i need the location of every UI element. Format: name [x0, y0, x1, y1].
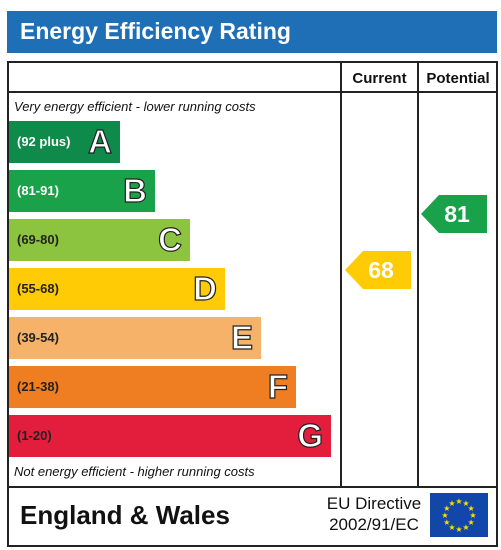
- band-letter: C: [158, 220, 183, 258]
- band-e: (39-54) E: [9, 317, 261, 359]
- band-range: (92 plus): [17, 134, 71, 149]
- eu-flag-icon: ★ ★ ★ ★ ★ ★ ★ ★ ★ ★ ★ ★: [430, 493, 488, 537]
- band-range: (55-68): [17, 281, 59, 296]
- band-g: (1-20) G: [9, 415, 331, 457]
- band-f: (21-38) F: [9, 366, 296, 408]
- potential-rating-arrow: 81: [421, 195, 487, 233]
- potential-rating-value: 81: [444, 201, 470, 227]
- footer-divider: [7, 486, 498, 488]
- current-arrow-shape: [345, 251, 411, 289]
- band-range: (21-38): [17, 379, 59, 394]
- band-letter: E: [230, 318, 253, 356]
- potential-column-header: Potential: [426, 70, 490, 87]
- directive-line-1: EU Directive: [326, 494, 422, 513]
- region-label: England & Wales: [20, 500, 230, 530]
- potential-arrow-shape: [421, 195, 487, 233]
- divider-potential: [417, 61, 419, 487]
- band-letter: F: [267, 367, 288, 405]
- band-c: (69-80) C: [9, 219, 190, 261]
- bottom-note: Not energy efficient - higher running co…: [14, 464, 255, 479]
- band-letter: A: [88, 122, 113, 160]
- page-title: Energy Efficiency Rating: [20, 18, 291, 44]
- star-icon: ★: [441, 511, 448, 520]
- band-letter: D: [193, 269, 218, 307]
- band-letter: B: [123, 171, 148, 209]
- band-d: (55-68) D: [9, 268, 225, 310]
- star-icon: ★: [462, 523, 469, 532]
- band-range: (39-54): [17, 330, 59, 345]
- eu-flag-stars: ★★★★★★★★★ ★ ★★: [441, 497, 476, 534]
- divider-current: [340, 61, 342, 487]
- header-divider: [7, 91, 498, 93]
- directive-line-2: 2002/91/EC: [329, 515, 419, 534]
- band-range: (1-20): [17, 428, 52, 443]
- band-b: (81-91) B: [9, 170, 155, 212]
- star-icon: ★: [468, 518, 475, 527]
- star-icon: ★: [443, 504, 450, 513]
- band-letter: G: [297, 416, 324, 454]
- band-range: (81-91): [17, 183, 59, 198]
- title-bar: Energy Efficiency Rating: [7, 11, 497, 53]
- current-rating-arrow: 68: [345, 251, 411, 289]
- star-icon: ★: [462, 499, 469, 508]
- star-icon: ★: [469, 511, 476, 520]
- rating-table: [7, 61, 498, 547]
- current-column-header: Current: [352, 70, 407, 87]
- star-icon: ★: [468, 504, 475, 513]
- current-rating-value: 68: [368, 257, 394, 283]
- band-range: (69-80): [17, 232, 59, 247]
- band-a: (92 plus) A: [9, 121, 120, 163]
- star-icon: ★: [443, 518, 450, 527]
- star-icon: ★: [448, 523, 455, 532]
- top-note: Very energy efficient - lower running co…: [14, 99, 256, 114]
- star-icon: ★: [455, 525, 462, 534]
- star-icon: ★: [448, 499, 455, 508]
- star-icon: ★: [455, 497, 462, 506]
